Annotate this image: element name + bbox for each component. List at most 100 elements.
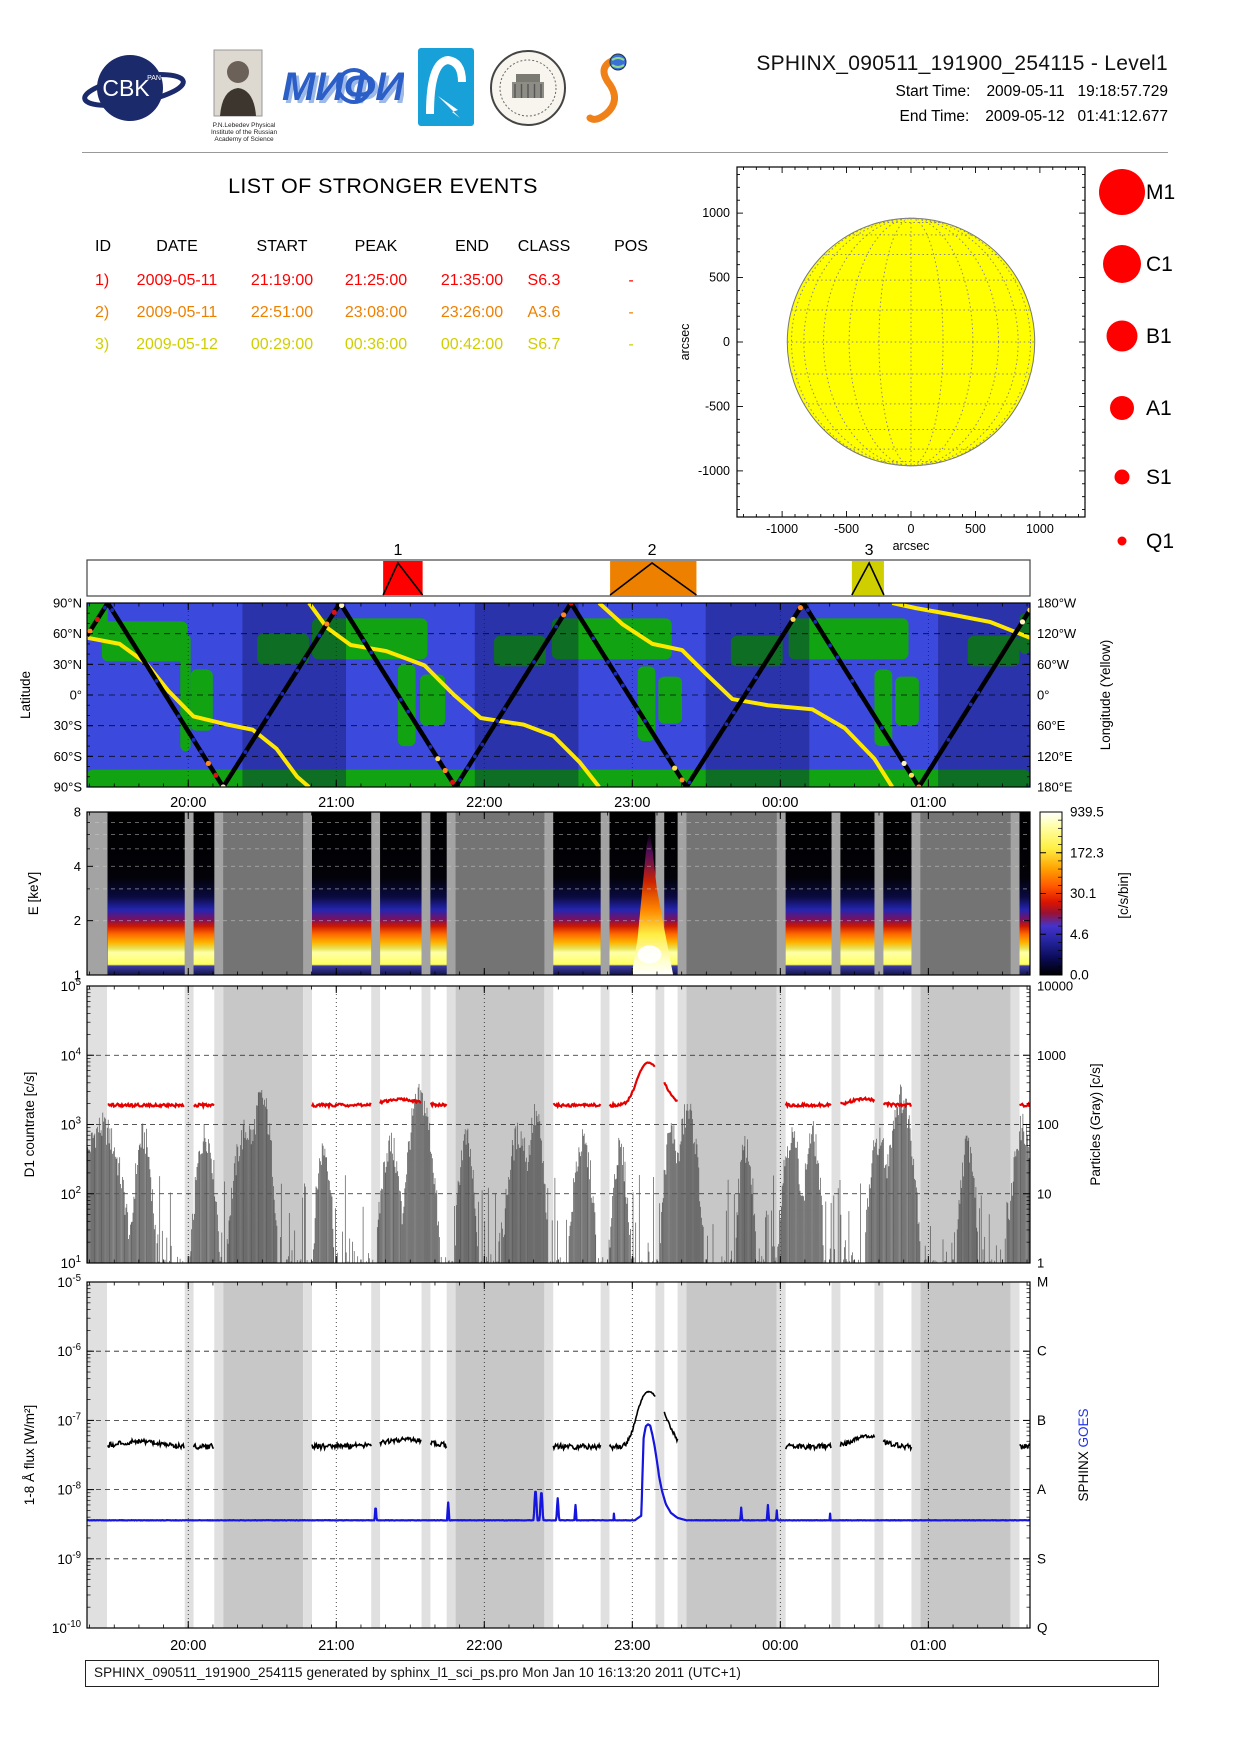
legend-label: A1 (1146, 397, 1172, 420)
map-y2label: Longitude (Yellow) (1098, 640, 1113, 751)
countrate-line (883, 1101, 912, 1109)
legend-label: Q1 (1146, 530, 1174, 553)
cell: S6.7 (527, 336, 561, 353)
legend-dot-B1 (1106, 320, 1138, 352)
colorbar-tick: 30.1 (1070, 886, 1096, 901)
energy-tick: 1 (74, 968, 81, 983)
cell: 2009-05-12 (136, 336, 218, 353)
data-gap-strip (371, 1282, 381, 1628)
countrate-line (1019, 1101, 1031, 1109)
data-gap-strip (874, 986, 884, 1263)
sphinx-flux-line (379, 1435, 422, 1448)
time-label: 20:00 (170, 795, 206, 811)
solar-disk (786, 217, 1036, 467)
longitude-line (597, 603, 894, 787)
legend-dot-Q1 (1117, 536, 1127, 546)
map-ylabel: Latitude (18, 671, 33, 719)
data-gap-strip (655, 1282, 665, 1628)
cell: 22:51:00 (250, 304, 314, 321)
mephi-text-shadow: МИФИ (285, 68, 404, 112)
night-band (242, 603, 347, 787)
pan-text: PAN (147, 75, 161, 82)
svg-text:104: 104 (61, 1046, 82, 1063)
svg-text:101: 101 (61, 1254, 81, 1271)
events-header-row: ID DATE START PEAK END CLASS POS (75, 238, 675, 262)
cell: 00:36:00 (344, 336, 408, 353)
data-gap-strip (831, 1282, 841, 1628)
cell: 21:35:00 (440, 272, 504, 289)
land-patch (895, 676, 919, 726)
cell: POS (614, 238, 648, 255)
legend-label: B1 (1146, 325, 1172, 348)
time-label: 01:00 (910, 1638, 946, 1654)
goes-class-letter: M (1037, 1275, 1048, 1290)
energy-tick: 2 (74, 913, 81, 928)
event-marker-1 (383, 561, 423, 595)
longitude-line (891, 603, 1030, 640)
end-time-label: End Time: (899, 108, 970, 125)
colorbar-tick: 0.0 (1070, 968, 1089, 983)
countrate-line (107, 1101, 185, 1110)
logo-lebedev: P.N.Lebedev Physical Institute of the Rus… (208, 48, 277, 143)
sun-y-tick: 1000 (702, 206, 730, 220)
header-divider (82, 152, 1168, 153)
spectrogram-data (840, 812, 875, 975)
cell: 2) (95, 304, 110, 321)
sphinx-flux-line (552, 1441, 602, 1452)
lat-tick-label: 60°S (54, 749, 83, 764)
table-row: 2) 2009-05-11 22:51:00 23:08:00 23:26:00 A3.6… (75, 304, 675, 328)
cell: 00:29:00 (250, 336, 314, 353)
countrate-panel: 101 1 102 10 103 100 104 1000 105 10000 D1 countra… (22, 977, 1103, 1271)
sphinx-flux-line (784, 1441, 832, 1452)
countrate-line (379, 1096, 422, 1106)
colorbar: 939.5 172.3 30.1 4.6 0.0 [c/s/bin] (1039, 805, 1131, 983)
sun-xlabel: arcsec (893, 539, 930, 553)
flux-series-label: SPHINX GOES (1076, 1408, 1091, 1501)
svg-text:103: 103 (61, 1116, 81, 1133)
ground-track-line (87, 603, 1030, 787)
spectrogram-panel: 1 2 4 8 E [keV] (26, 805, 1031, 983)
countrate-line (429, 1101, 448, 1109)
land-patch (311, 618, 428, 660)
table-row: 1) 2009-05-11 21:19:00 21:25:00 21:35:00 S6.3… (75, 272, 675, 296)
longitude-line (87, 635, 311, 787)
logo-sphinx-swirl (582, 48, 632, 133)
lon-tick-label: 120°W (1037, 626, 1077, 641)
time-label: 22:00 (466, 1638, 502, 1654)
flare-class-legend: M1 C1 B1 A1 S1 Q1 (1099, 169, 1175, 553)
logo-arch (418, 48, 474, 131)
colorbar-tick: 172.3 (1070, 845, 1104, 860)
cell: END (455, 238, 489, 255)
particles-tick: 10000 (1037, 979, 1073, 994)
particles-ylabel: Particles (Gray) [c/s] (1088, 1063, 1103, 1185)
data-gap-band (223, 1282, 304, 1628)
spectrogram-data (380, 812, 422, 975)
cell: PEAK (354, 238, 398, 255)
svg-text:105: 105 (61, 977, 81, 994)
lebedev-caption: P.N.Lebedev Physical Institute of the Rus… (210, 122, 278, 143)
cell: 23:26:00 (440, 304, 504, 321)
data-gap-band (455, 1282, 545, 1628)
data-gap-band (686, 1282, 777, 1628)
particles-tick: 100 (1037, 1117, 1059, 1132)
event-number: 2 (648, 542, 657, 559)
sphinx-flux-line (429, 1439, 448, 1450)
data-gap-strip (776, 1282, 786, 1628)
cell: 2009-05-11 (136, 304, 218, 321)
colorbar-unit: [c/s/bin] (1116, 872, 1131, 919)
events-title: LIST OF STRONGER EVENTS (228, 174, 538, 198)
data-gap-strip (544, 1282, 554, 1628)
logo-seal (488, 48, 568, 133)
data-gap-strip (600, 1282, 610, 1628)
lat-tick-label: 0° (70, 688, 82, 703)
time-label: 21:00 (318, 1638, 354, 1654)
time-label: 22:00 (466, 795, 502, 811)
legend-dot-M1 (1099, 169, 1145, 215)
spectrogram-data (883, 812, 912, 975)
cell: 23:08:00 (344, 304, 408, 321)
time-label: 00:00 (762, 795, 798, 811)
events-section: LIST OF STRONGER EVENTS ID DATE START PEAK E… (75, 168, 675, 383)
cell: CLASS (517, 238, 571, 255)
countrate-ylabel: D1 countrate [c/s] (22, 1072, 37, 1178)
